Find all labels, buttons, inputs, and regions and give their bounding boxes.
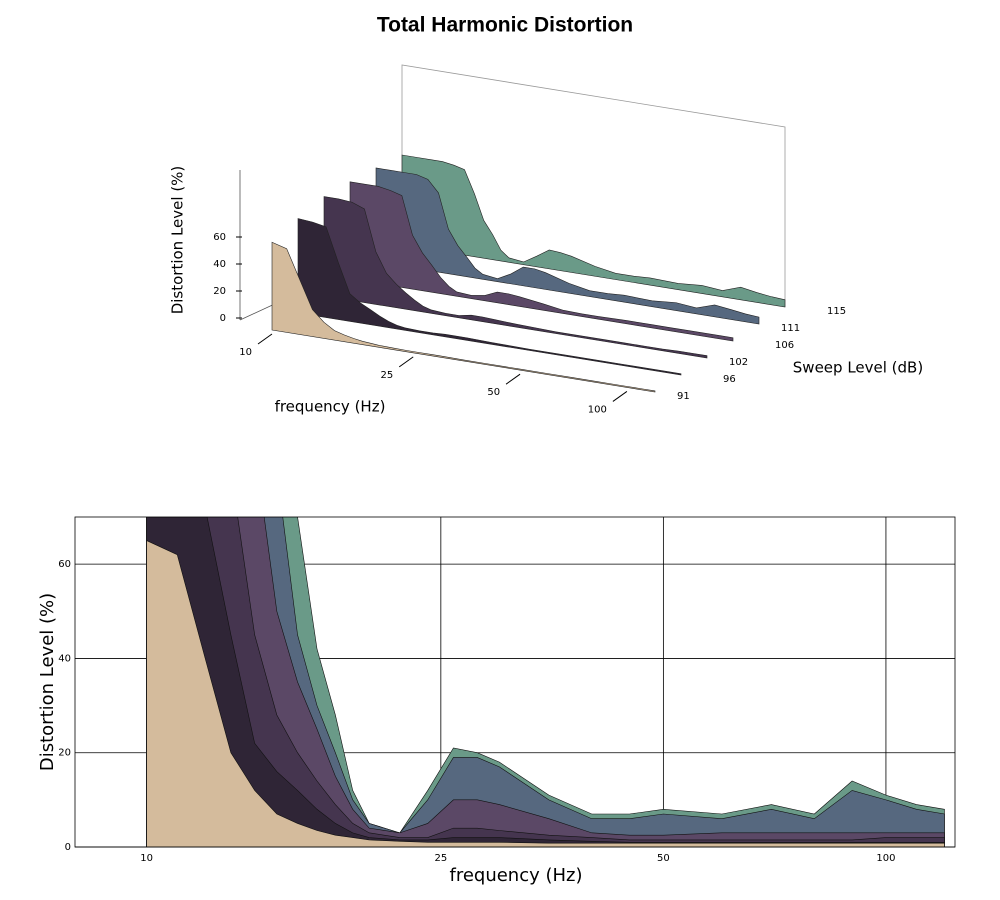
y-tick-label: 60 bbox=[58, 559, 71, 570]
series-area bbox=[146, 517, 945, 847]
x-axis-label: frequency (Hz) bbox=[275, 398, 386, 416]
series-area bbox=[323, 196, 708, 359]
y-tick-label: 96 bbox=[723, 374, 736, 385]
y-axis-label: Distortion Level (%) bbox=[37, 593, 58, 771]
series-area bbox=[271, 241, 656, 393]
y-tick-label: 111 bbox=[781, 323, 800, 334]
y-tick-label: 20 bbox=[58, 748, 71, 759]
series-area bbox=[401, 154, 786, 308]
x-tick bbox=[257, 333, 273, 345]
plot-area bbox=[146, 517, 945, 847]
series-area bbox=[349, 181, 734, 342]
plot-frame bbox=[74, 516, 956, 848]
series-area bbox=[375, 167, 760, 325]
y-tick-label: 0 bbox=[65, 842, 71, 853]
x-tick-label: 10 bbox=[140, 853, 153, 864]
y-tick-label: 106 bbox=[775, 340, 794, 351]
series-area bbox=[146, 540, 945, 847]
y-tick-label: 115 bbox=[827, 306, 846, 317]
x-tick-label: 100 bbox=[588, 404, 607, 415]
series-area bbox=[297, 218, 682, 376]
y-axis-label: Sweep Level (dB) bbox=[793, 359, 923, 377]
z-axis-label: Distortion Level (%) bbox=[169, 166, 187, 315]
x-tick-label: 50 bbox=[487, 387, 500, 398]
x-axis-label: frequency (Hz) bbox=[449, 865, 582, 886]
y-tick-label: 102 bbox=[729, 357, 748, 368]
x-tick-label: 25 bbox=[380, 370, 393, 381]
z-tick-label: 60 bbox=[213, 232, 226, 243]
x-tick-label: 10 bbox=[239, 347, 252, 358]
z-tick-label: 40 bbox=[213, 259, 226, 270]
x-tick bbox=[612, 391, 628, 402]
y-tick-label: 40 bbox=[58, 653, 71, 664]
x-tick bbox=[398, 356, 414, 368]
chart-title: Total Harmonic Distortion bbox=[377, 14, 633, 37]
z-tick-label: 0 bbox=[220, 313, 226, 324]
y-tick-label: 91 bbox=[677, 391, 690, 402]
x-tick-label: 25 bbox=[434, 853, 447, 864]
x-tick-label: 100 bbox=[876, 853, 895, 864]
x-tick-label: 50 bbox=[657, 853, 670, 864]
x-tick bbox=[505, 373, 521, 385]
z-tick-label: 20 bbox=[213, 286, 226, 297]
